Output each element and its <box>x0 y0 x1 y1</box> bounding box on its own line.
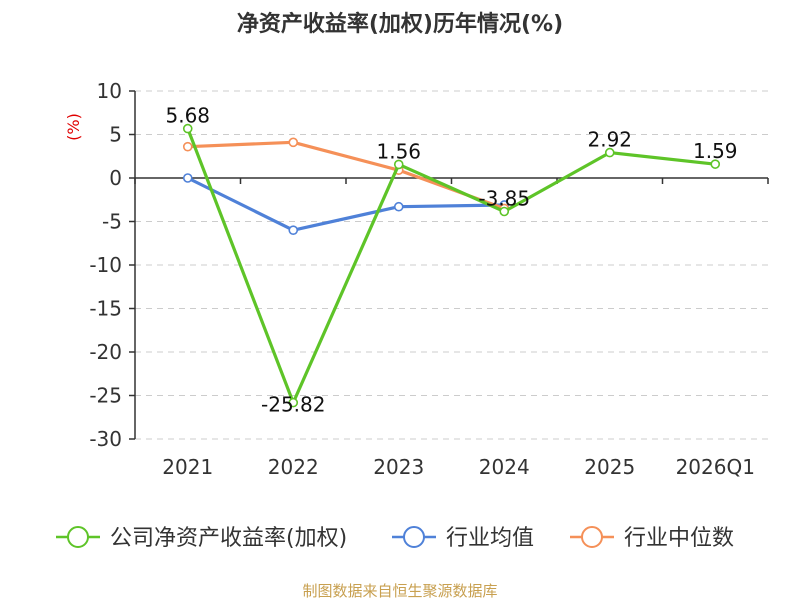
y-tick-label: -30 <box>89 427 122 451</box>
data-label: -3.85 <box>478 186 530 210</box>
data-label: 1.59 <box>693 139 738 163</box>
legend-marker <box>403 526 425 548</box>
y-tick-label: -20 <box>89 340 122 364</box>
y-tick-label: 10 <box>97 79 122 103</box>
x-tick-label: 2026Q1 <box>676 455 755 479</box>
legend-label: 公司净资产收益率(加权) <box>110 526 347 551</box>
legend-marker <box>581 526 603 548</box>
y-axis-unit-label: (%) <box>64 113 83 141</box>
data-point <box>393 201 404 212</box>
grid <box>135 90 768 440</box>
data-point <box>288 225 299 235</box>
y-tick-label: 0 <box>109 166 122 190</box>
series-line <box>186 128 716 405</box>
y-tick-label: -10 <box>89 253 122 277</box>
data-point <box>710 159 721 169</box>
y-tick-label: -5 <box>102 210 122 234</box>
y-tick-label: -15 <box>89 297 122 321</box>
legend-marker <box>67 526 89 548</box>
data-label: 1.56 <box>376 139 421 163</box>
data-label: -25.82 <box>261 393 325 417</box>
legend-label: 行业中位数 <box>624 526 734 551</box>
data-point <box>182 141 193 152</box>
x-tick-label: 2024 <box>479 455 530 479</box>
data-point <box>604 147 615 158</box>
data-label: 5.68 <box>165 104 210 128</box>
legend: 公司净资产收益率(加权) 行业均值 行业中位数 <box>56 526 734 551</box>
data-point <box>288 397 299 408</box>
data-label: 2.92 <box>587 128 632 152</box>
data-point <box>288 137 299 148</box>
data-point <box>393 159 404 170</box>
source-note: 制图数据来自恒生聚源数据库 <box>302 582 497 600</box>
series-line <box>187 140 505 210</box>
x-tick-label: 2021 <box>162 455 213 479</box>
x-tick-label: 2025 <box>584 455 635 479</box>
data-point <box>182 173 193 183</box>
series-line <box>187 176 505 232</box>
series-layer <box>182 123 721 408</box>
y-tick-label: -25 <box>89 384 122 408</box>
x-tick-label: 2022 <box>268 455 319 479</box>
y-tick-label: 5 <box>109 123 122 147</box>
data-point <box>182 123 193 134</box>
legend-label: 行业均值 <box>446 526 534 551</box>
chart-title: 净资产收益率(加权)历年情况(%) <box>237 11 563 37</box>
x-tick-label: 2023 <box>373 455 424 479</box>
data-point <box>499 206 510 217</box>
axes: 10 5 0 -5 -10 -15 -20 -25 -30 2021 2022 2023 2024 202… <box>89 79 769 479</box>
data-labels: 5.68 -25.82 1.56 -3.85 2.92 1.59 <box>165 104 737 417</box>
